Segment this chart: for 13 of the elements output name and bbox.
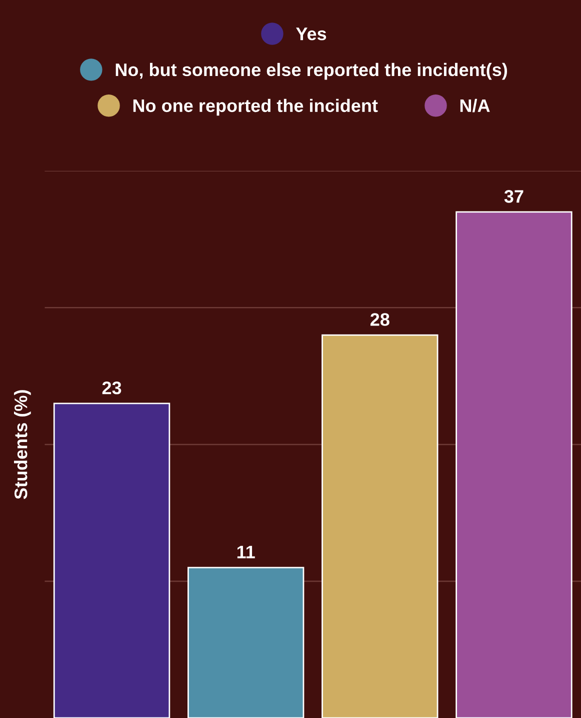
bar: [53, 402, 170, 718]
data-label: 11: [237, 546, 255, 558]
text: Yes: [296, 28, 326, 40]
data-label: 28: [370, 313, 390, 326]
bar: [187, 566, 304, 718]
bar: [456, 211, 572, 718]
text: No one reported the incident: [133, 98, 378, 116]
data-label: 23: [102, 382, 122, 394]
y-axis-title: Students (%): [14, 390, 31, 500]
bar: [322, 334, 438, 718]
text: N/A: [460, 98, 490, 112]
data-label: 37: [504, 190, 524, 203]
text: No, but someone else reported the incident(s): [116, 62, 508, 80]
